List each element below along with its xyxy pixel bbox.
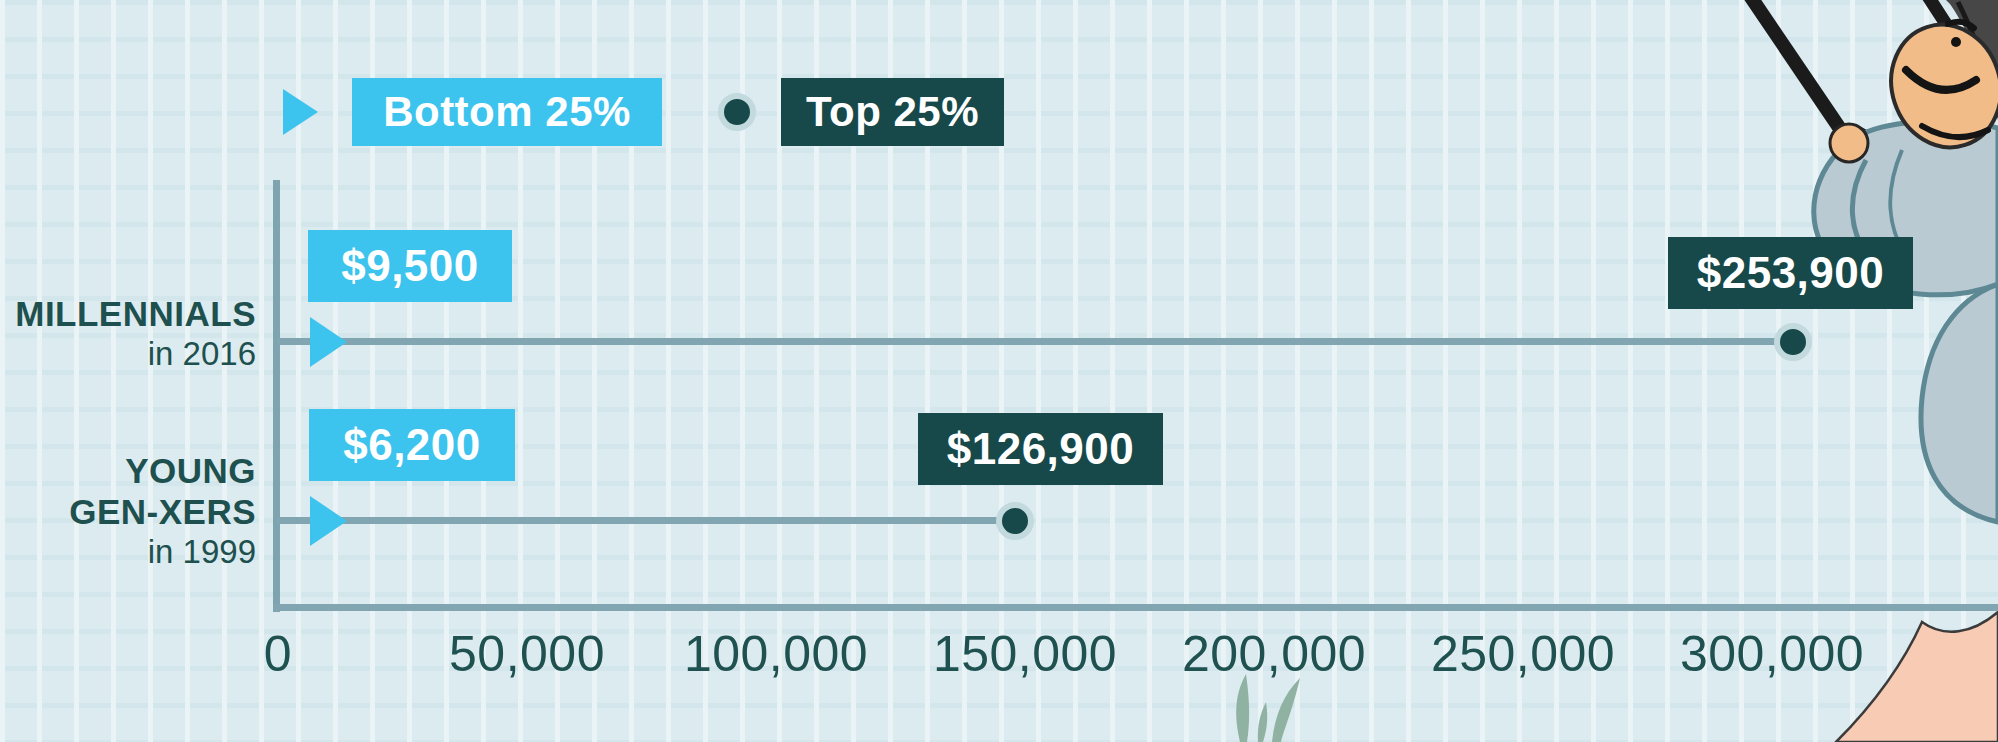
legend-top-25: Top 25% <box>781 78 1004 146</box>
grass-icon <box>1236 674 1300 742</box>
row-line-genxers <box>277 517 1015 524</box>
value-label-genxers-top: $126,900 <box>918 413 1163 485</box>
category-line: in 2016 <box>0 334 256 373</box>
x-tick-300000: 300,000 <box>1622 628 1922 680</box>
value-label-millennials-top: $253,900 <box>1668 237 1913 309</box>
value-label-millennials-bottom: $9,500 <box>308 230 512 302</box>
top25-marker-millennials <box>1774 323 1812 361</box>
value-label-genxers-bottom: $6,200 <box>309 409 515 481</box>
category-line: GEN-XERS <box>0 491 256 532</box>
category-line: in 1999 <box>0 532 256 571</box>
legend-bottom-25: Bottom 25% <box>352 78 662 146</box>
y-axis-line <box>273 180 280 612</box>
category-label-millennials: MILLENNIALS in 2016 <box>0 293 256 373</box>
x-axis-line <box>273 604 1998 611</box>
category-label-genxers: YOUNG GEN-XERS in 1999 <box>0 450 256 571</box>
row-line-millennials <box>277 338 1793 345</box>
legend-circle-icon <box>718 93 756 131</box>
infographic-chart: Bottom 25% Top 25% 0 50,000 100,000 150,… <box>0 0 1998 742</box>
bottom25-marker-millennials <box>310 317 347 367</box>
legend-triangle-icon <box>283 89 318 135</box>
category-line: MILLENNIALS <box>0 293 256 334</box>
category-line: YOUNG <box>0 450 256 491</box>
bottom25-marker-genxers <box>310 496 347 546</box>
top25-marker-genxers <box>996 502 1034 540</box>
